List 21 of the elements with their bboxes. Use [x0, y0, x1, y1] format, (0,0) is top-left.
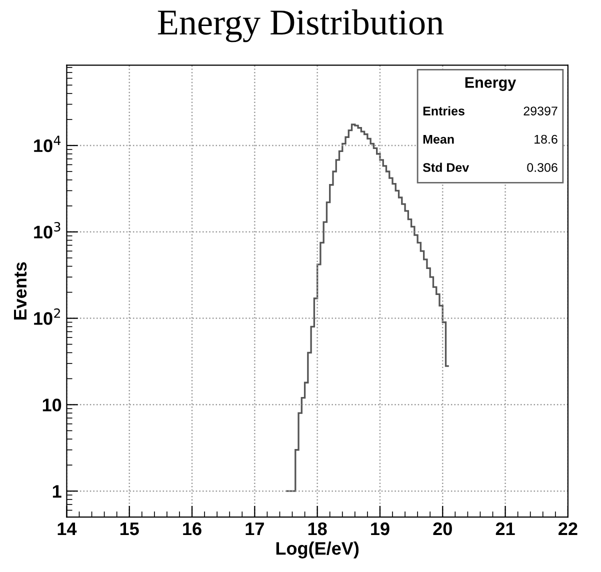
y-tick-label: 10$^{4}$ — [34, 136, 61, 152]
x-tick-label: 18 — [308, 522, 327, 536]
x-tick-label: 15 — [120, 522, 139, 536]
x-tick-label: 19 — [371, 522, 390, 536]
y-tick-label: 1 — [52, 485, 62, 498]
x-axis-title: Log(E/eV) — [276, 542, 359, 558]
y-axis-title: Events — [14, 262, 27, 320]
x-tick-label: 16 — [183, 522, 202, 536]
y-tick-label: 10$^{3}$ — [34, 222, 60, 238]
x-tick-label: 20 — [433, 522, 452, 536]
text: Mean 18.6 — [423, 134, 558, 144]
y-tick-label: 10$^{2}$ — [34, 308, 60, 325]
text: Entries 29397 — [423, 106, 558, 116]
x-tick-label: 17 — [246, 522, 264, 536]
x-tick-label: 22 — [558, 522, 578, 536]
x-tick-label: 14 — [58, 522, 77, 536]
x-tick-label: 21 — [496, 522, 515, 536]
annotation: Energy — [465, 77, 516, 91]
text: Std Dev 0.306 — [422, 162, 558, 172]
chart-title: Energy Distribution — [158, 9, 444, 42]
y-tick-label: 10 — [42, 398, 62, 412]
